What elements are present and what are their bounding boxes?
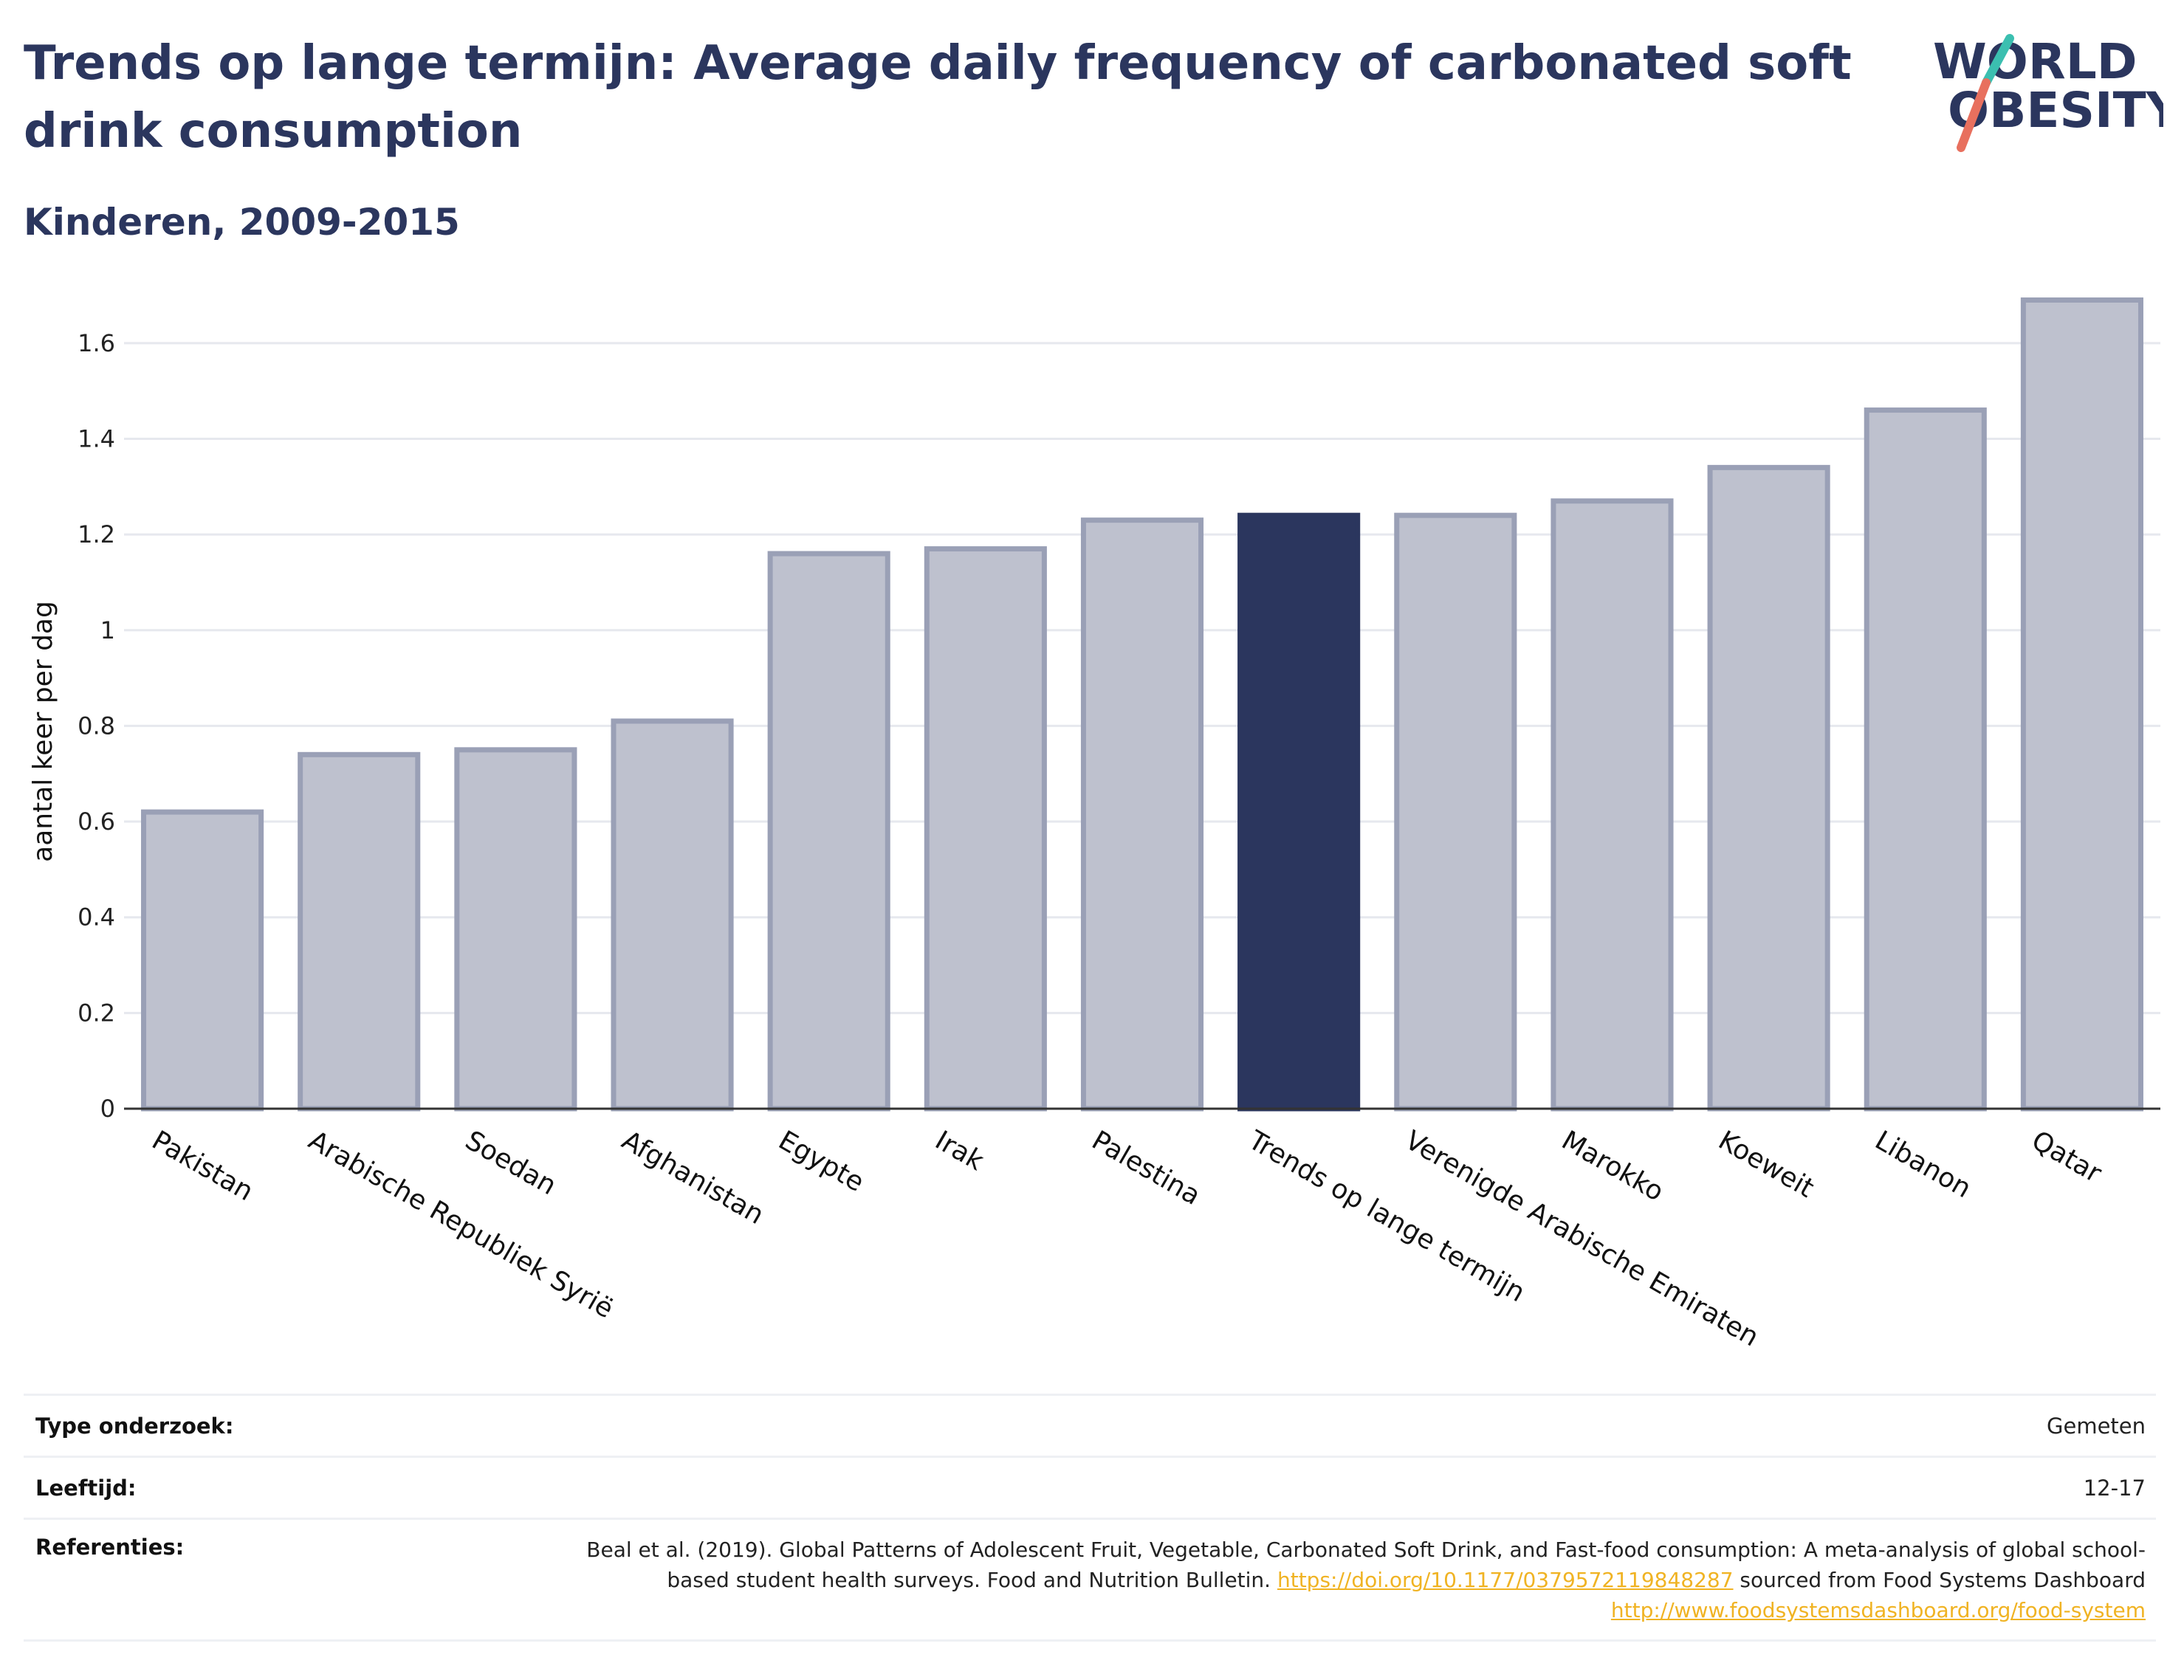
meta-row-type: Type onderzoek: Gemeten — [24, 1394, 2156, 1456]
x-category-label: Koeweit — [1713, 1125, 1819, 1203]
x-category-label: Afghanistan — [617, 1125, 769, 1230]
x-category-label: Arabische Republiek Syrië — [303, 1125, 619, 1324]
x-category-label: Libanon — [1869, 1125, 1976, 1204]
chart-subtitle: Kinderen, 2009-2015 — [24, 201, 460, 244]
chart-title: Trends op lange termijn: Average daily f… — [24, 36, 1852, 159]
y-tick-label: 0.2 — [78, 999, 115, 1027]
y-tick-label: 1.4 — [78, 424, 115, 452]
reference-citation: Beal et al. (2019). Global Patterns of A… — [586, 1538, 2146, 1592]
y-tick-label: 0.4 — [78, 903, 115, 932]
age-value: 12-17 — [2083, 1476, 2146, 1501]
bar-marokko — [1551, 498, 1674, 1112]
y-tick-label: 0 — [100, 1095, 115, 1123]
bar-pakistan — [141, 809, 264, 1112]
bar-soedan — [454, 747, 577, 1112]
y-tick-label: 1 — [100, 616, 115, 644]
bar-qatar — [2020, 297, 2143, 1112]
logo-coral-stroke — [1957, 78, 1991, 152]
type-label: Type onderzoek: — [35, 1414, 234, 1439]
bar-libanon — [1864, 407, 1987, 1112]
bar-verenigde-arabische-emiraten — [1394, 512, 1517, 1112]
dashboard-link[interactable]: http://www.foodsystemsdashboard.org/food… — [1610, 1598, 2146, 1622]
world-obesity-logo: WORLD OBESITY — [1933, 33, 2163, 152]
bar-palestina — [1080, 517, 1204, 1112]
bar-trends-op-lange-termijn — [1237, 512, 1361, 1112]
x-category-label: Palestina — [1087, 1125, 1206, 1211]
bar-arabische-republiek-syri- — [298, 751, 421, 1112]
bar-irak — [924, 546, 1047, 1112]
y-tick-label: 1.6 — [78, 329, 115, 357]
x-category-label: Pakistan — [147, 1125, 258, 1207]
y-axis-title: aantal keer per dag — [28, 601, 58, 862]
x-category-label: Marokko — [1556, 1125, 1669, 1207]
x-category-label: Trends op lange termijn — [1243, 1125, 1530, 1308]
bar-afghanistan — [611, 718, 734, 1112]
x-category-label: Irak — [930, 1125, 989, 1177]
bars — [141, 297, 2143, 1112]
bar-egypte — [767, 551, 890, 1112]
metadata-table: Type onderzoek: Gemeten Leeftijd: 12-17 … — [24, 1394, 2156, 1642]
age-label: Leeftijd: — [35, 1476, 137, 1501]
meta-row-references: Referenties: Beal et al. (2019). Global … — [24, 1518, 2156, 1642]
y-tick-label: 1.2 — [78, 520, 115, 548]
y-tick-label: 0.6 — [78, 808, 115, 836]
logo-teal-stroke — [1982, 34, 2014, 87]
logo-line-world: WORLD — [1933, 33, 2137, 90]
references-text: Beal et al. (2019). Global Patterns of A… — [580, 1535, 2146, 1625]
x-category-label: Soedan — [460, 1125, 561, 1201]
x-category-label: Egypte — [773, 1125, 869, 1198]
reference-source: sourced from Food Systems Dashboard — [1733, 1568, 2146, 1592]
type-value: Gemeten — [2047, 1414, 2146, 1439]
bar-koeweit — [1707, 464, 1830, 1112]
y-tick-label: 0.8 — [78, 712, 115, 740]
meta-row-age: Leeftijd: 12-17 — [24, 1456, 2156, 1518]
bar-chart: 0 0.2 0.4 0.6 0.8 1 1.2 1.4 1.6 Pakistan Arabisch… — [28, 297, 2160, 1353]
y-tick-labels: 0 0.2 0.4 0.6 0.8 1 1.2 1.4 1.6 — [78, 329, 115, 1123]
x-category-label: Qatar — [2027, 1125, 2106, 1188]
references-label: Referenties: — [35, 1535, 185, 1560]
doi-link[interactable]: https://doi.org/10.1177/0379572119848287 — [1277, 1568, 1734, 1592]
